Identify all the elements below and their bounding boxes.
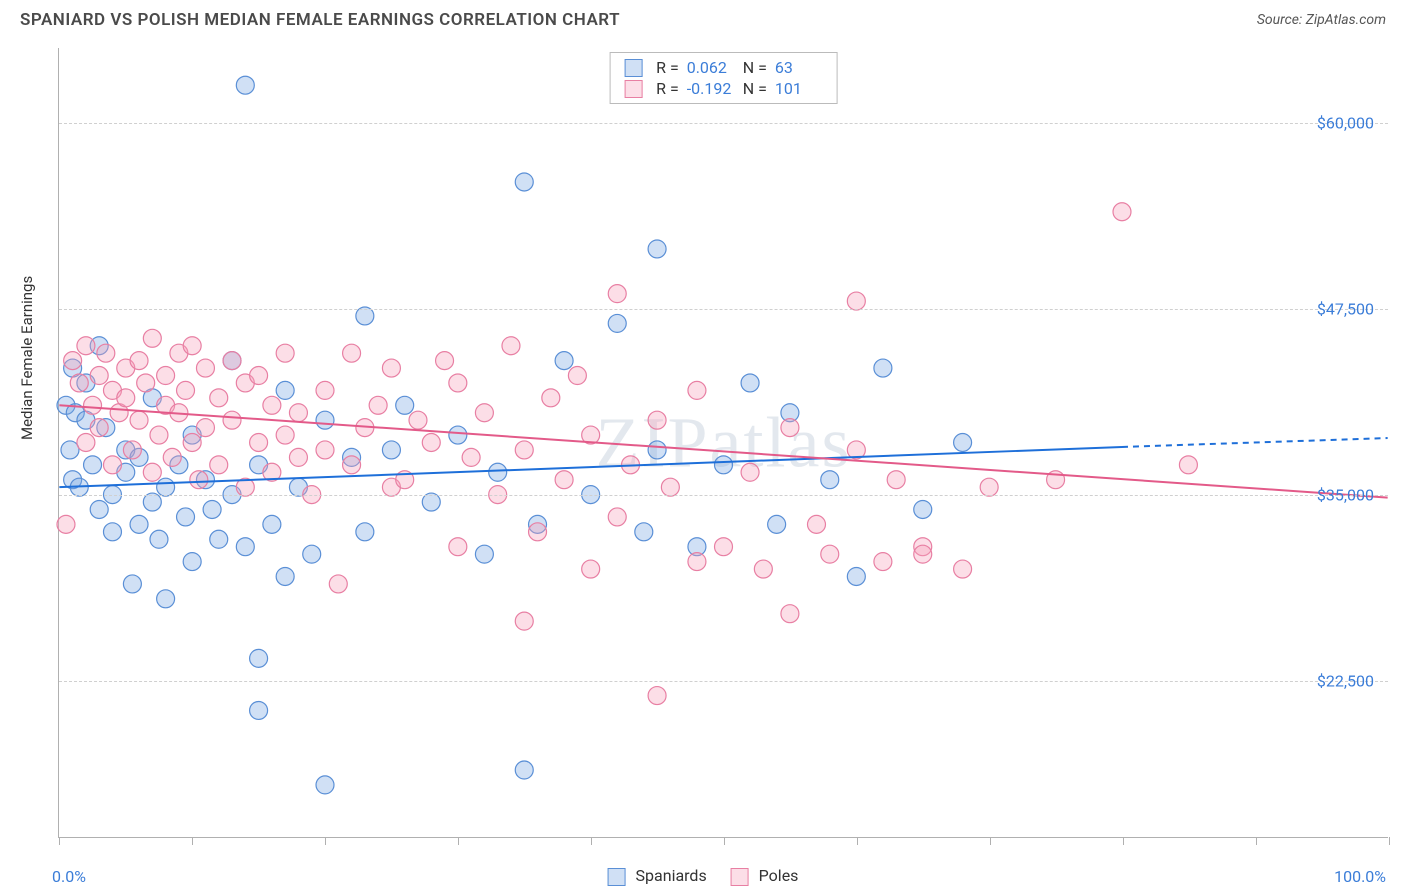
y-tick-label: $60,000 [1317, 113, 1374, 132]
legend-item-1: Spaniards [608, 866, 707, 886]
stats-row-2: R = -0.192 N = 101 [624, 78, 823, 99]
r-label-2: R = [656, 79, 679, 98]
swatch-1 [624, 59, 642, 77]
swatch-2 [624, 80, 642, 98]
x-axis-max-label: 100.0% [1334, 867, 1386, 886]
stats-legend-box: R = 0.062 N = 63 R = -0.192 N = 101 [609, 52, 838, 104]
legend-label-1: Spaniards [636, 866, 707, 885]
r-value-2: -0.192 [687, 79, 735, 98]
y-tick-label: $47,500 [1317, 299, 1374, 318]
n-value-2: 101 [775, 79, 823, 98]
n-label-1: N = [743, 58, 767, 77]
scatter-plot-svg [59, 48, 1388, 837]
x-axis-min-label: 0.0% [52, 867, 86, 886]
legend-item-2: Poles [731, 866, 799, 886]
n-value-1: 63 [775, 58, 823, 77]
legend-swatch-1 [608, 868, 626, 886]
chart-header: SPANIARD VS POLISH MEDIAN FEMALE EARNING… [0, 0, 1406, 34]
stats-row-1: R = 0.062 N = 63 [624, 57, 823, 78]
y-tick-label: $22,500 [1317, 672, 1374, 691]
bottom-legend: Spaniards Poles [608, 866, 799, 886]
y-axis-label: Median Female Earnings [18, 276, 36, 440]
r-label-1: R = [656, 58, 679, 77]
chart-source: Source: ZipAtlas.com [1257, 12, 1386, 28]
r-value-1: 0.062 [687, 58, 735, 77]
plot-area: ZIPatlas R = 0.062 N = 63 R = -0.192 N =… [58, 48, 1388, 838]
y-tick-label: $35,000 [1317, 486, 1374, 505]
chart-title: SPANIARD VS POLISH MEDIAN FEMALE EARNING… [20, 10, 620, 30]
legend-label-2: Poles [759, 866, 799, 885]
legend-swatch-2 [731, 868, 749, 886]
n-label-2: N = [743, 79, 767, 98]
